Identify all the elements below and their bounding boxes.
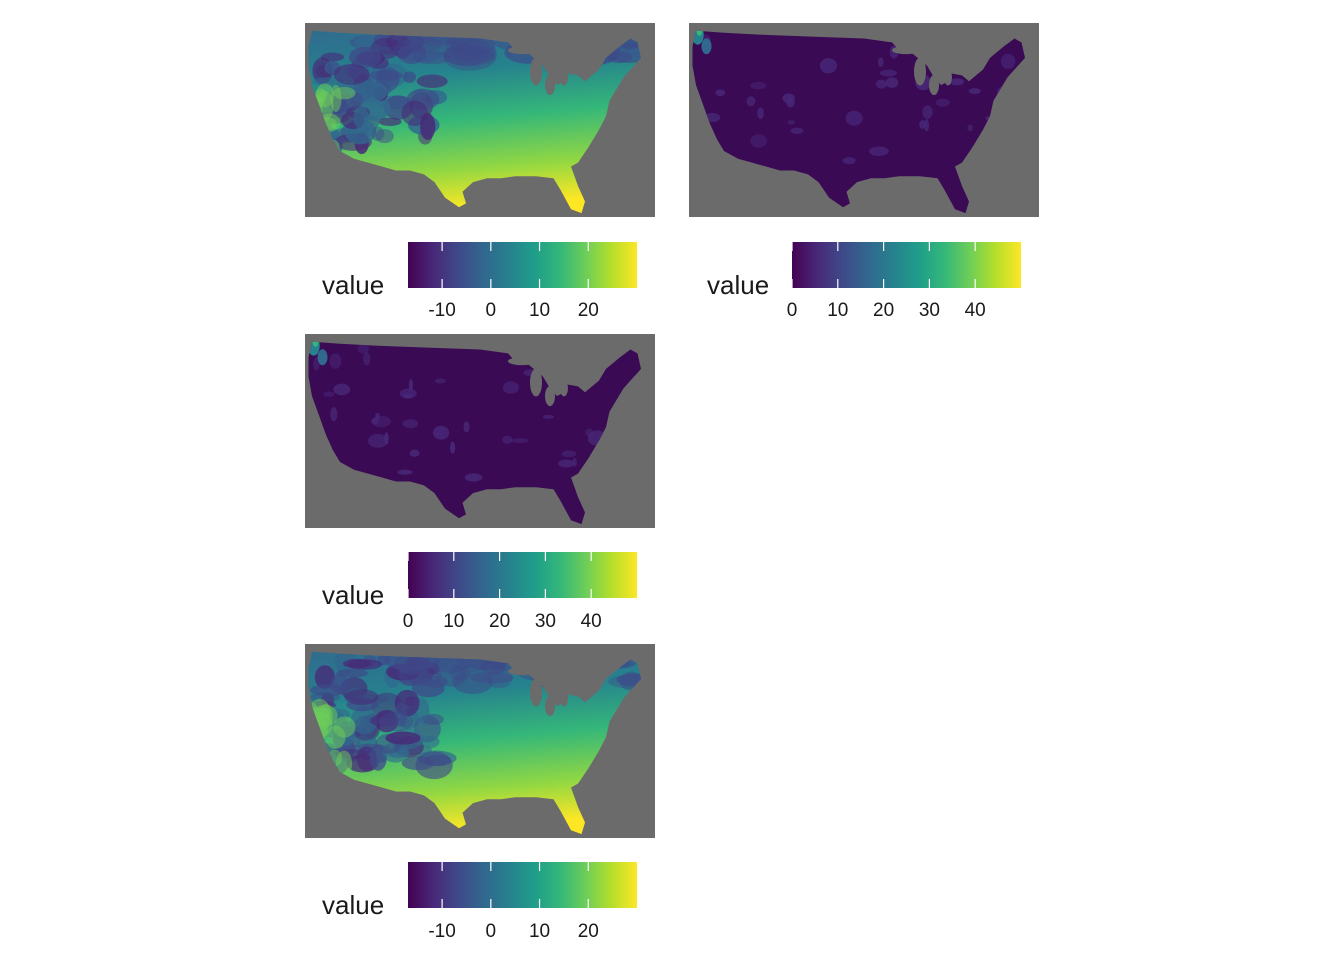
colorbar-gradient xyxy=(408,552,637,598)
colorbar-3 xyxy=(408,552,637,598)
legend-title-2: value xyxy=(707,270,770,300)
us-raster xyxy=(308,651,641,835)
tick-label: 20 xyxy=(489,611,511,632)
lake xyxy=(530,678,542,707)
colorbar-gradient xyxy=(792,242,1021,288)
tick-label: 20 xyxy=(577,300,599,321)
map-3 xyxy=(305,334,655,528)
lake xyxy=(545,696,555,717)
colorbar-4 xyxy=(408,862,637,908)
colorbar-gradient xyxy=(408,862,637,908)
tick-label: 10 xyxy=(528,921,551,942)
lake xyxy=(914,57,926,86)
tick-label: 40 xyxy=(964,300,986,321)
tick-label: 0 xyxy=(485,921,497,942)
map-1 xyxy=(305,23,655,217)
tick-label: 0 xyxy=(402,611,414,632)
legend-title-4: value xyxy=(322,890,385,920)
tick-label: 40 xyxy=(580,611,602,632)
lake xyxy=(929,75,939,96)
colorbar-1 xyxy=(408,242,637,288)
lake xyxy=(545,386,555,407)
lake xyxy=(560,690,568,707)
colorbar-gradient xyxy=(408,242,637,288)
tick-label: 20 xyxy=(577,921,599,942)
tick-label: 10 xyxy=(827,300,849,321)
map-4 xyxy=(305,644,655,838)
lake xyxy=(944,69,952,86)
tick-label: -10 xyxy=(428,300,456,321)
legend-title-1: value xyxy=(322,270,385,300)
tick-label: 30 xyxy=(918,300,940,321)
lake xyxy=(545,75,555,96)
lake xyxy=(560,69,568,86)
lake xyxy=(530,57,542,86)
tick-label: 0 xyxy=(485,300,497,321)
lake xyxy=(508,46,536,55)
tick-label: -10 xyxy=(428,921,456,942)
tick-label: 0 xyxy=(786,300,798,321)
tick-label: 10 xyxy=(528,300,551,321)
lake xyxy=(508,357,536,366)
tick-label: 20 xyxy=(873,300,895,321)
map-2 xyxy=(689,23,1039,217)
lake xyxy=(530,368,542,397)
legend-title-3: value xyxy=(322,580,385,610)
tick-label: 30 xyxy=(534,611,556,632)
tick-label: 10 xyxy=(443,611,465,632)
colorbar-2 xyxy=(792,242,1021,288)
lake xyxy=(892,46,920,55)
lake xyxy=(508,667,536,676)
lake xyxy=(560,380,568,397)
